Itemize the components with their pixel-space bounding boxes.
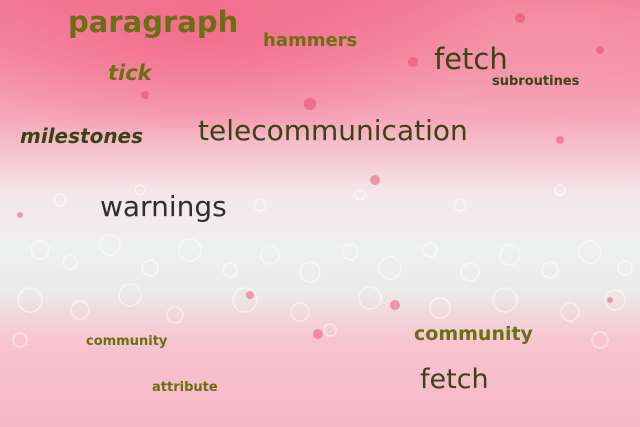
- word-milestones: milestones: [20, 124, 144, 148]
- word-warnings: warnings: [100, 190, 227, 223]
- word-fetch-top: fetch: [434, 42, 508, 76]
- word-fetch-bottom: fetch: [420, 364, 489, 395]
- word-hammers: hammers: [263, 30, 358, 51]
- word-tick: tick: [108, 61, 152, 85]
- word-paragraph: paragraph: [68, 5, 239, 39]
- word-attribute: attribute: [152, 380, 218, 395]
- word-community-left: community: [86, 334, 168, 349]
- word-telecommunication: telecommunication: [198, 114, 468, 147]
- word-community-right: community: [414, 323, 533, 345]
- word-subroutines: subroutines: [492, 74, 580, 89]
